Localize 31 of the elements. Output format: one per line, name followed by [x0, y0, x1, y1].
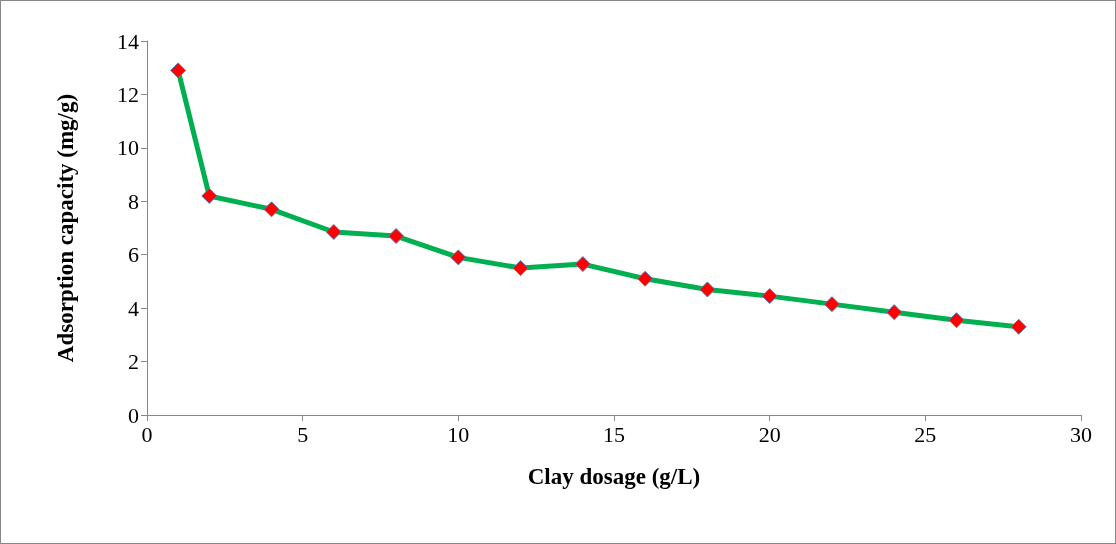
x-tick-label: 30: [1070, 421, 1092, 447]
point: [886, 304, 903, 321]
y-tick-label: 8: [128, 188, 139, 214]
y-tick-label: 14: [117, 28, 139, 54]
point: [325, 224, 342, 241]
y-tick-label: 10: [117, 135, 139, 161]
point: [1010, 318, 1027, 335]
point: [170, 62, 187, 79]
y-tick-label: 4: [128, 295, 139, 321]
point: [574, 256, 591, 273]
x-tick-label: 20: [758, 421, 781, 447]
x-tick-label: 5: [297, 421, 309, 447]
point: [201, 187, 218, 204]
y-axis-title: Adsorption capacity (mg/g): [53, 93, 78, 363]
y-tick-label: 2: [128, 349, 139, 375]
x-tick-label: 15: [603, 421, 625, 447]
point: [823, 296, 840, 313]
point: [699, 281, 716, 298]
x-tick-label: 10: [447, 421, 470, 447]
x-axis-title: Clay dosage (g/L): [527, 464, 701, 489]
y-tick-label: 0: [128, 402, 139, 428]
point: [450, 249, 467, 266]
point: [948, 312, 965, 329]
point: [263, 201, 280, 218]
point: [388, 228, 405, 245]
point: [637, 270, 654, 287]
point: [761, 288, 778, 305]
x-tick-label: 25: [914, 421, 937, 447]
y-tick-label: 6: [128, 242, 139, 268]
y-tick-label: 12: [117, 81, 139, 107]
point: [512, 260, 529, 277]
